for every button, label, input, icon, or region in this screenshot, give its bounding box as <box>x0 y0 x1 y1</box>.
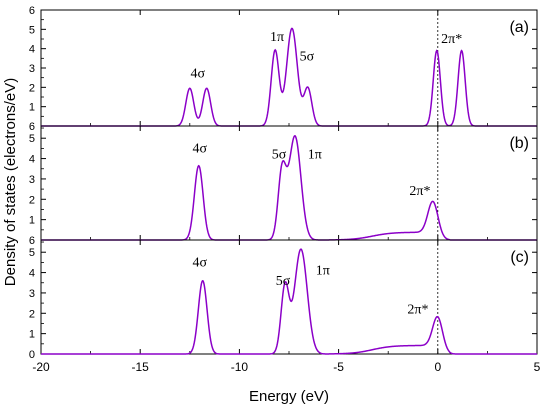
y-tick-label: 1 <box>29 329 35 341</box>
y-tick-label: 1 <box>29 102 35 114</box>
panel-frame <box>40 9 538 127</box>
orbital-label: 4σ <box>192 255 207 270</box>
dos-curve <box>41 135 537 241</box>
orbital-label: 1π <box>308 148 322 163</box>
orbital-label: 2π* <box>409 184 430 199</box>
y-tick-label: 2 <box>29 194 35 206</box>
y-tick-label: 3 <box>29 63 35 75</box>
y-axis-label: Density of states (electrons/eV) <box>2 78 19 286</box>
orbital-label: 2π* <box>407 302 428 317</box>
y-baseline-label: 6 <box>29 121 35 133</box>
orbital-label: 2π* <box>441 32 462 47</box>
y-tick-label: 5 <box>29 247 35 259</box>
y-tick-label: 1 <box>29 215 35 227</box>
orbital-label: 1π <box>316 264 330 279</box>
y-tick-label: 4 <box>29 268 35 280</box>
orbital-label: 5σ <box>276 274 291 289</box>
y-tick-label: 3 <box>29 288 35 300</box>
orbital-label: 4σ <box>190 67 205 82</box>
panel-label: (c) <box>510 249 529 266</box>
x-axis-label: Energy (eV) <box>249 388 329 405</box>
x-tick-label: 5 <box>534 360 541 374</box>
y-tick-label: 6 <box>29 5 35 17</box>
panel-label: (a) <box>509 19 529 36</box>
dos-curve <box>41 27 537 127</box>
x-tick-label: -5 <box>333 360 344 374</box>
dos-curve <box>41 248 537 355</box>
x-tick-label: 0 <box>434 360 441 374</box>
y-tick-label: 2 <box>29 82 35 94</box>
y-tick-label: 5 <box>29 133 35 145</box>
orbital-label: 5σ <box>272 148 287 163</box>
orbital-label: 4σ <box>192 141 207 156</box>
panel-frame <box>40 125 538 241</box>
y-tick-label: 3 <box>29 174 35 186</box>
y-tick-label: 5 <box>29 24 35 36</box>
x-tick-label: -15 <box>132 360 150 374</box>
y-baseline-label: 6 <box>29 235 35 247</box>
y-tick-label: 0 <box>29 349 35 361</box>
orbital-label: 5σ <box>300 49 315 64</box>
y-tick-label: 2 <box>29 308 35 320</box>
y-tick-label: 4 <box>29 44 35 56</box>
panel-label: (b) <box>509 135 529 152</box>
x-tick-label: -20 <box>32 360 50 374</box>
orbital-label: 1π <box>270 30 284 45</box>
y-tick-label: 4 <box>29 154 35 166</box>
x-tick-label: -10 <box>231 360 249 374</box>
